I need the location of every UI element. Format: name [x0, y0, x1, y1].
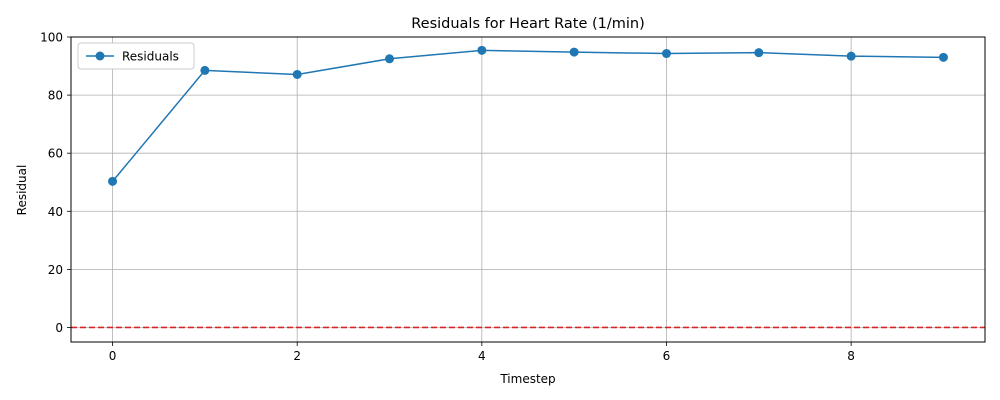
data-point: [292, 69, 302, 79]
y-tick-label: 20: [48, 263, 63, 277]
data-point: [754, 48, 764, 58]
legend: Residuals: [77, 42, 195, 70]
chart-title: Residuals for Heart Rate (1/min): [411, 16, 645, 32]
x-tick-label: 0: [109, 349, 117, 363]
data-point: [661, 49, 671, 59]
y-tick-label: 100: [40, 31, 63, 45]
data-point: [108, 176, 118, 186]
y-axis-label: Residual: [15, 165, 29, 216]
y-tick-label: 60: [48, 147, 63, 161]
data-point: [569, 47, 579, 57]
data-point: [477, 45, 487, 55]
data-point: [938, 52, 948, 62]
x-tick-label: 4: [478, 349, 486, 363]
data-point: [846, 51, 856, 61]
x-tick-label: 8: [847, 349, 855, 363]
data-point: [200, 65, 210, 75]
plot-frame: [70, 36, 986, 343]
y-tick-label: 0: [55, 321, 63, 335]
legend-label: Residuals: [122, 50, 179, 64]
y-ticks: 0 20 40 60 80 100: [40, 31, 71, 335]
series-line: [111, 49, 944, 182]
legend-marker: [95, 51, 105, 61]
y-tick-label: 40: [48, 205, 63, 219]
legend-box: [77, 42, 195, 70]
series-group: [108, 45, 948, 186]
x-axis-label: Timestep: [499, 372, 555, 386]
y-tick-label: 80: [48, 89, 63, 103]
x-tick-label: 2: [293, 349, 301, 363]
x-ticks: 0 2 4 6 8: [109, 342, 855, 363]
data-point: [385, 54, 395, 64]
x-tick-label: 6: [663, 349, 671, 363]
